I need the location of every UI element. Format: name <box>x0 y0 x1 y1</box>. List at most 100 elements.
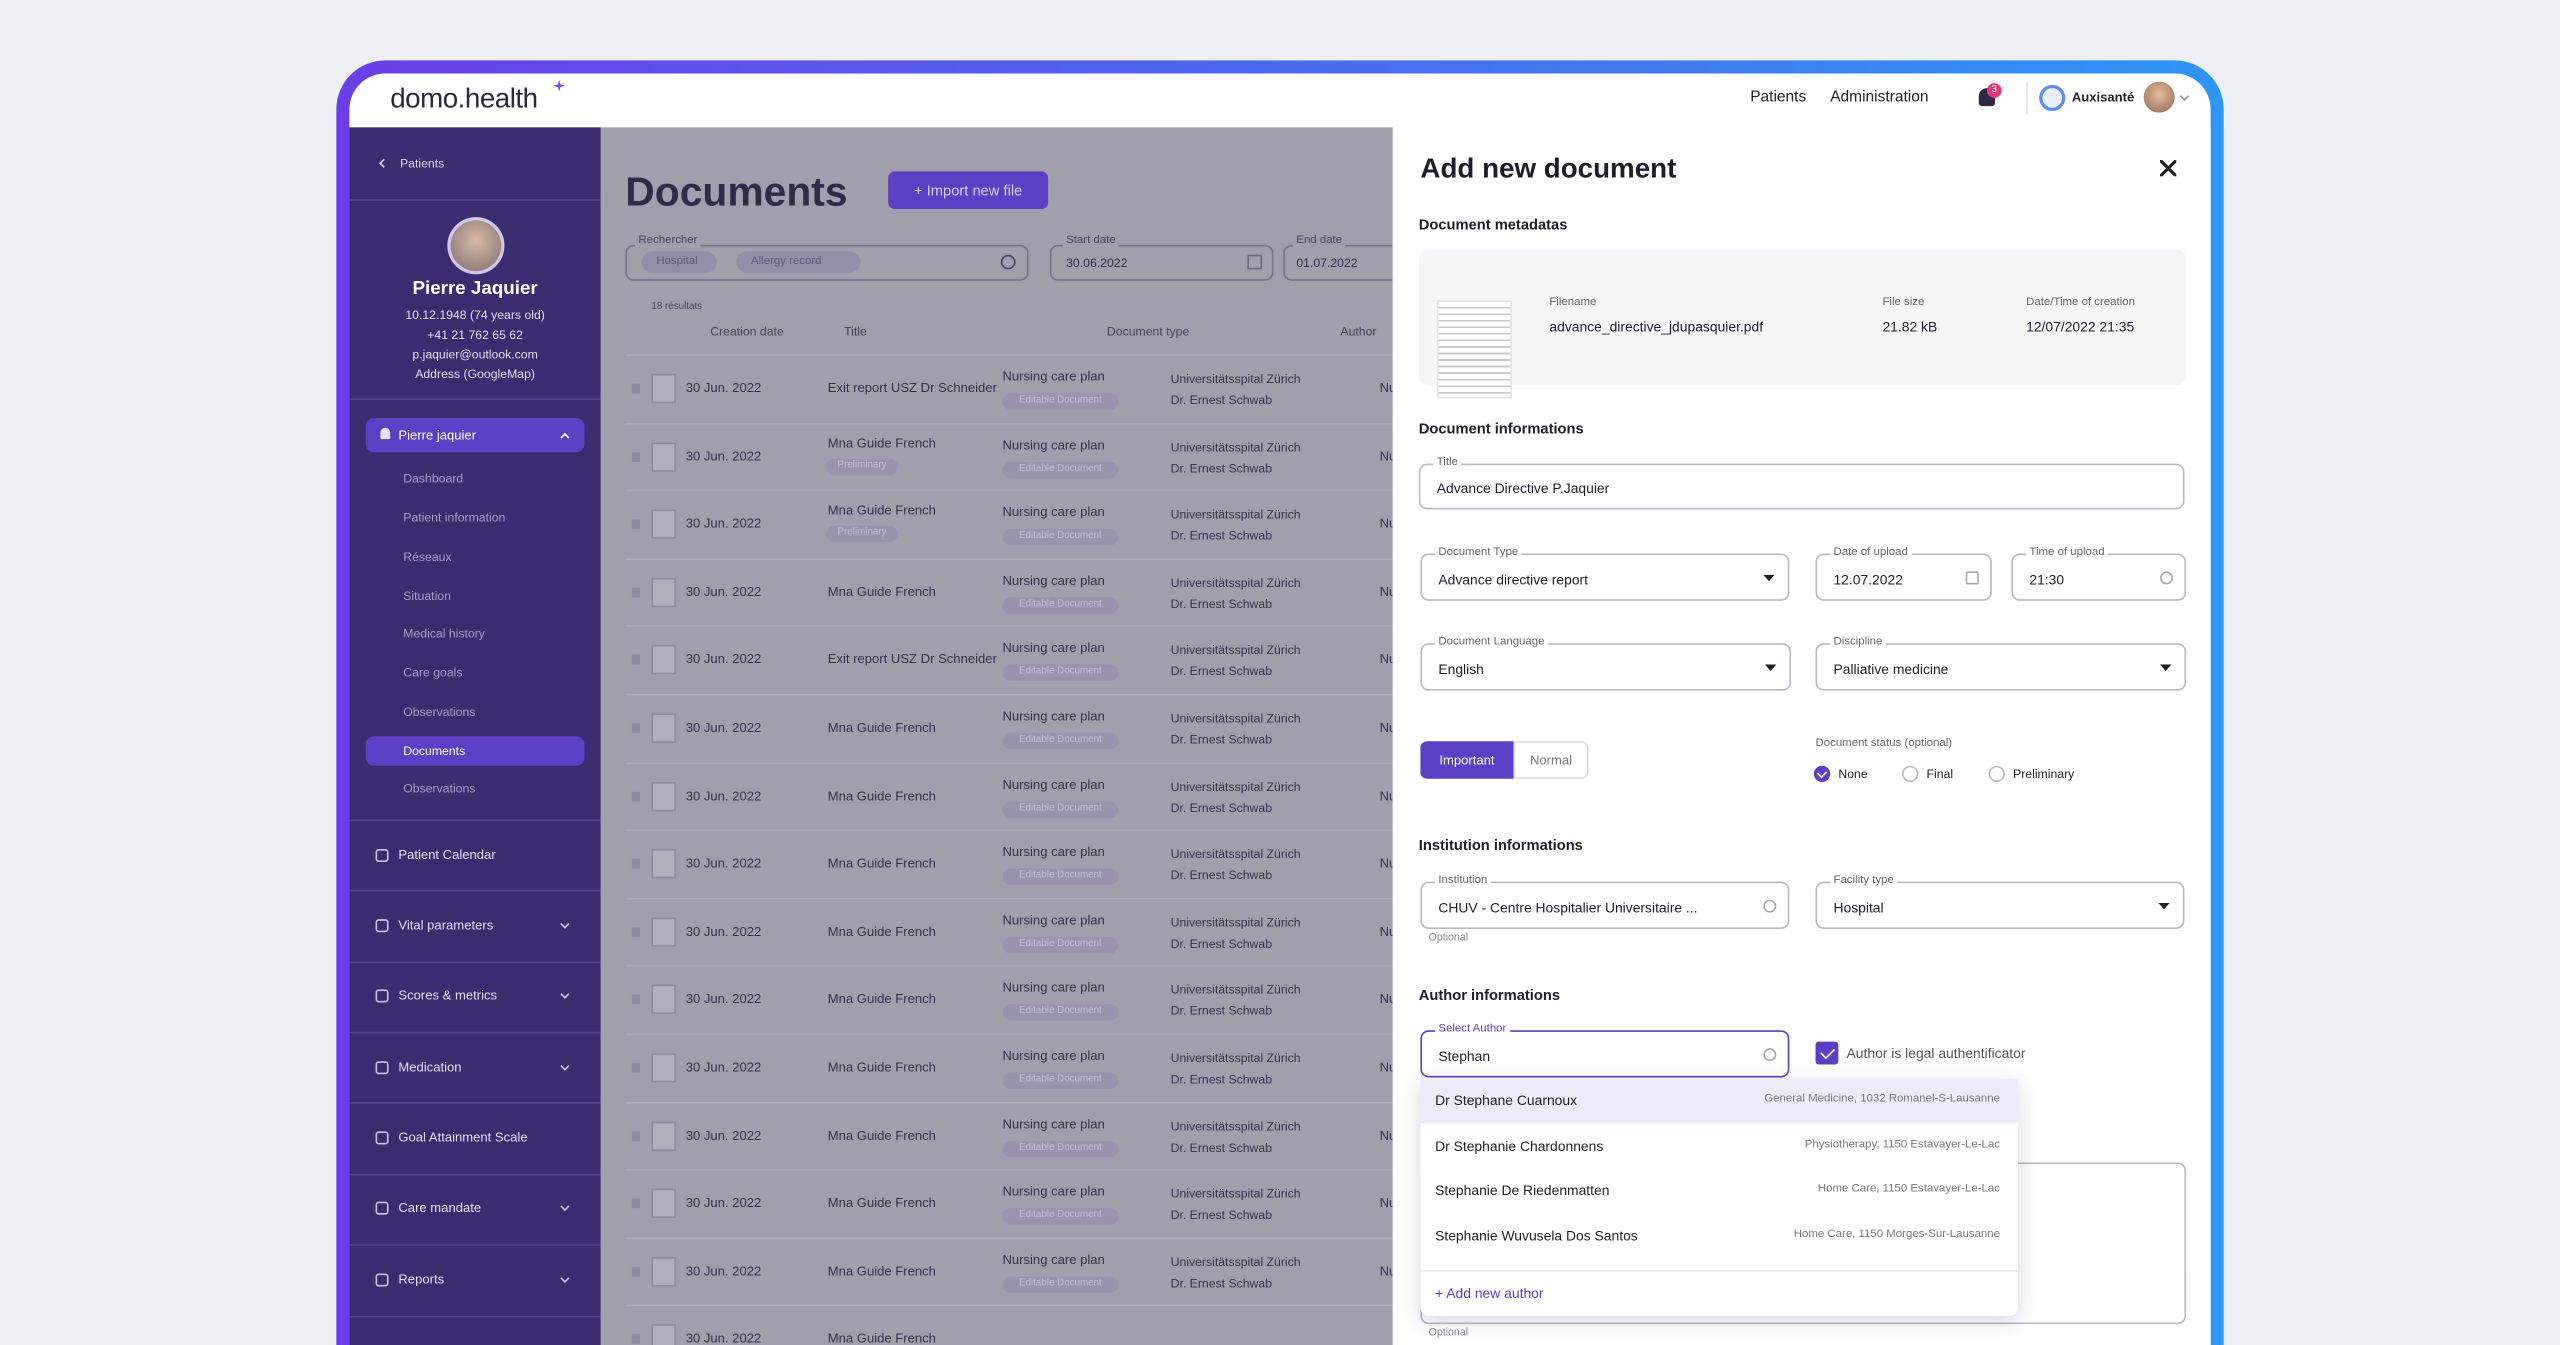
toggle-label[interactable]: Normal <box>1529 752 1573 767</box>
column-header: Author <box>1340 324 1377 339</box>
row-title[interactable]: Mna Guide French <box>827 503 936 519</box>
close-icon[interactable] <box>2159 159 2177 177</box>
toggle-important[interactable] <box>1420 741 1514 779</box>
search-field[interactable] <box>625 244 1029 281</box>
status-badge <box>1002 1208 1119 1225</box>
row-title[interactable]: Exit report USZ Dr Schneider <box>827 380 997 396</box>
section-pill[interactable] <box>365 417 585 453</box>
radio-label[interactable]: Preliminary <box>2013 766 2075 782</box>
row-title[interactable]: Mna Guide French <box>827 1195 936 1211</box>
row-author: Dr. Ernest Schwab <box>1170 528 1273 544</box>
sidebar-menu-item[interactable]: Patient Calendar <box>398 847 496 863</box>
row-date: 30 Jun. 2022 <box>685 788 762 803</box>
row-institution: Universitätsspital Zürich <box>1170 1186 1301 1202</box>
field-label: Institution <box>1435 874 1491 889</box>
sidebar-menu-item[interactable]: Vital parameters <box>398 917 494 933</box>
sidebar-subitem[interactable]: Dashboard <box>403 471 464 486</box>
radio[interactable] <box>1988 765 2005 783</box>
toggle-label[interactable]: Important <box>1439 752 1495 767</box>
author-option-name[interactable]: Stephanie De Riedenmatten <box>1435 1181 1610 1199</box>
import-button[interactable] <box>888 171 1049 209</box>
sidebar-menu-item[interactable]: Scores & metrics <box>398 988 498 1003</box>
nav-link[interactable]: Patients <box>1750 88 1807 107</box>
row-type: Nursing care plan <box>1002 912 1105 928</box>
input-field[interactable] <box>1420 1030 1790 1078</box>
sidebar-menu-item[interactable]: Care mandate <box>398 1200 482 1216</box>
input-field[interactable] <box>1418 463 2185 510</box>
toggle-normal[interactable] <box>1513 741 1589 779</box>
field-label: Document Type <box>1435 546 1522 561</box>
add-author-link[interactable]: + Add new author <box>1435 1284 1544 1302</box>
sidebar-menu-item[interactable]: Reports <box>398 1272 445 1287</box>
back-link[interactable]: Patients <box>399 155 445 171</box>
org-avatar <box>2039 84 2066 112</box>
sidebar-subitem[interactable]: Situation <box>403 588 451 604</box>
row-title[interactable]: Mna Guide French <box>827 856 936 871</box>
checkbox-label[interactable]: Author is legal authentificator <box>1846 1044 2026 1062</box>
sidebar-menu-item[interactable]: Medication <box>398 1059 462 1075</box>
sidebar-subitem[interactable]: Medical history <box>403 626 485 641</box>
start-date-field[interactable] <box>1049 244 1274 281</box>
row-title[interactable]: Mna Guide French <box>827 435 936 451</box>
sidebar-subitem[interactable]: Patient information <box>403 510 506 525</box>
row-title[interactable]: Mna Guide French <box>827 1263 936 1279</box>
sidebar-menu-item[interactable]: Goal Attainment Scale <box>398 1130 528 1145</box>
row-title[interactable]: Mna Guide French <box>827 1059 936 1075</box>
row-title[interactable]: Mna Guide French <box>827 1127 936 1143</box>
author-option-detail: Physiotherapy, 1150 Estavayer-Le-Lac <box>1804 1139 2000 1151</box>
row-title[interactable]: Exit report USZ Dr Schneider <box>827 652 997 668</box>
sidebar-subitem[interactable]: Observations <box>403 781 476 796</box>
radio-label[interactable]: None <box>1838 766 1868 782</box>
row-title[interactable]: Mna Guide French <box>827 1331 936 1345</box>
sidebar <box>349 127 601 1345</box>
user-avatar[interactable] <box>2143 81 2175 113</box>
row-title[interactable]: Mna Guide French <box>827 924 936 939</box>
row-date: 30 Jun. 2022 <box>685 448 762 464</box>
checkbox[interactable] <box>1815 1041 1839 1065</box>
row-author: Dr. Ernest Schwab <box>1170 596 1273 612</box>
row-separator <box>625 965 1393 968</box>
input-field[interactable] <box>1420 643 1792 691</box>
field-value: 21.82 kB <box>1882 318 1938 335</box>
import-button-label[interactable]: + Import new file <box>914 181 1023 198</box>
content-overlay <box>600 127 1395 1345</box>
status-label: Editable Document <box>1019 1142 1102 1153</box>
author-option-name[interactable]: Stephanie Wuvusela Dos Santos <box>1435 1227 1638 1244</box>
row-title[interactable]: Mna Guide French <box>827 991 936 1007</box>
sidebar-subitem[interactable]: Observations <box>403 704 476 720</box>
row-title[interactable]: Mna Guide French <box>827 788 936 803</box>
author-option-detail: Home Care, 1150 Morges-Sur-Lausanne <box>1793 1229 2000 1241</box>
row-author: Dr. Ernest Schwab <box>1170 1003 1273 1019</box>
row-separator <box>625 1033 1393 1036</box>
sidebar-subitem[interactable]: Care goals <box>403 665 463 680</box>
input-field[interactable] <box>1815 881 2185 929</box>
input-field[interactable] <box>1815 643 2187 691</box>
row-title[interactable]: Mna Guide French <box>827 584 936 600</box>
row-author-col: Nu <box>1379 1195 1397 1211</box>
sidebar-subitem[interactable]: Documents <box>403 743 466 759</box>
field-value: 12/07/2022 21:35 <box>2026 318 2135 335</box>
status-badge <box>1002 800 1119 818</box>
radio-label[interactable]: Final <box>1926 766 1954 782</box>
field-label: Date of upload <box>1830 546 1912 561</box>
row-separator <box>625 897 1393 900</box>
input-field[interactable] <box>1420 553 1790 601</box>
status-badge <box>1002 597 1119 614</box>
row-date: 30 Jun. 2022 <box>685 380 762 396</box>
input-field[interactable] <box>1420 881 1790 929</box>
sidebar-subitem[interactable]: Réseaux <box>403 549 452 565</box>
status-label: Editable Document <box>1019 1007 1102 1017</box>
dropdown-arrow <box>2159 664 2172 672</box>
radio[interactable] <box>1902 765 1919 783</box>
nav-link[interactable]: Administration <box>1830 88 1929 107</box>
author-option-name[interactable]: Dr Stephanie Chardonnens <box>1435 1137 1604 1155</box>
status-badge <box>1002 936 1119 954</box>
radio[interactable] <box>1813 765 1831 783</box>
row-date: 30 Jun. 2022 <box>685 991 762 1007</box>
author-option-name[interactable]: Dr Stephane Cuarnoux <box>1435 1092 1578 1109</box>
menu-icon <box>375 1131 389 1145</box>
row-title[interactable]: Mna Guide French <box>827 720 936 736</box>
field-value: CHUV - Centre Hospitalier Universitaire … <box>1438 898 1698 915</box>
flag-icon <box>631 994 640 1005</box>
